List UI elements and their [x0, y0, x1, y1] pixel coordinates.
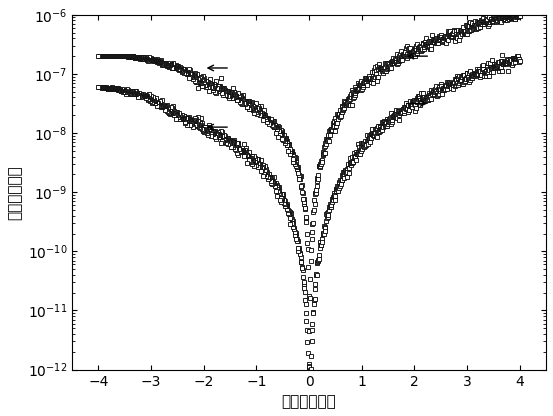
- X-axis label: 电压（伏特）: 电压（伏特）: [281, 394, 336, 409]
- Y-axis label: 电阔（欧姆）: 电阔（欧姆）: [7, 165, 22, 220]
